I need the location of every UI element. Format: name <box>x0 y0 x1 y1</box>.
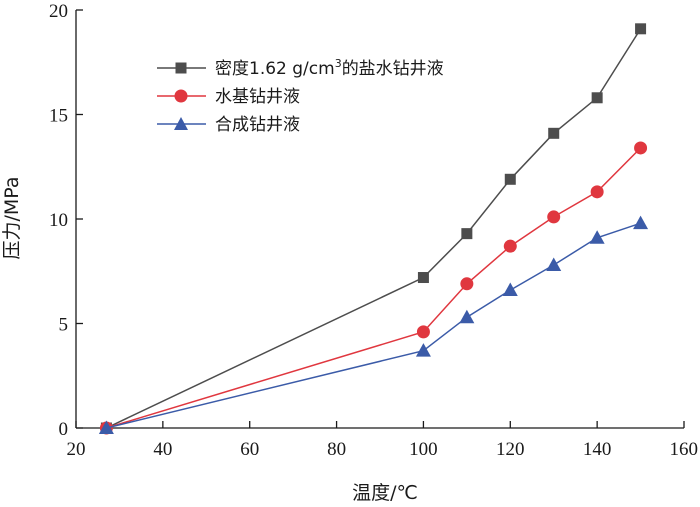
data-point <box>459 309 475 324</box>
series-line-water-based-mud <box>106 147 642 429</box>
legend: 密度1.62 g/cm3的盐水钻井液 水基钻井液 合成钻井液 <box>157 57 444 135</box>
axis-ticks: 0 5 10 15 20 20 40 60 80 100 120 140 160 <box>49 1 698 460</box>
data-point <box>98 420 114 434</box>
data-series <box>98 23 649 435</box>
legend-label-water-based: 水基钻井液 <box>215 87 300 107</box>
x-tick-label: 140 <box>583 439 612 460</box>
legend-item-brine: 密度1.62 g/cm3的盐水钻井液 <box>157 57 444 79</box>
data-point <box>589 230 605 244</box>
legend-square-marker-icon <box>175 62 187 74</box>
x-tick-label: 160 <box>670 439 699 460</box>
data-point <box>417 272 429 284</box>
data-point <box>503 239 517 253</box>
series-synthetic-mud <box>98 215 649 434</box>
legend-label-brine: 密度1.62 g/cm3的盐水钻井液 <box>215 57 444 79</box>
y-tick-label: 5 <box>59 315 69 336</box>
legend-triangle-marker-icon <box>174 117 188 130</box>
x-tick-label: 80 <box>327 439 346 460</box>
x-tick-label: 20 <box>67 439 86 460</box>
data-point <box>635 23 647 35</box>
y-axis-label: 压力/MPa <box>1 176 23 259</box>
data-point <box>415 343 431 357</box>
data-point <box>461 228 473 240</box>
x-tick-label: 100 <box>409 439 438 460</box>
data-point <box>591 92 603 104</box>
data-point <box>590 185 604 199</box>
x-tick-label: 60 <box>240 439 259 460</box>
series-line-synthetic-mud <box>106 222 641 429</box>
data-point <box>502 282 518 297</box>
legend-label-synthetic: 合成钻井液 <box>215 115 300 135</box>
x-tick-label: 120 <box>496 439 525 460</box>
data-point <box>634 141 648 155</box>
x-axis-label: 温度/℃ <box>352 482 418 504</box>
x-tick-label: 40 <box>153 439 172 460</box>
y-tick-label: 0 <box>59 419 69 440</box>
series-brine-mud <box>100 23 647 434</box>
y-tick-label: 10 <box>49 210 68 231</box>
y-tick-label: 15 <box>49 106 68 127</box>
data-point <box>460 277 474 291</box>
series-water-based-mud <box>99 141 648 435</box>
data-point <box>633 215 649 230</box>
y-tick-label: 20 <box>49 1 68 22</box>
data-point <box>504 173 516 185</box>
legend-item-synthetic: 合成钻井液 <box>157 115 300 135</box>
series-line-brine-mud <box>106 28 642 429</box>
data-point <box>548 127 560 139</box>
legend-circle-marker-icon <box>174 89 188 103</box>
legend-item-water-based: 水基钻井液 <box>157 87 300 107</box>
data-point <box>547 210 561 224</box>
data-point <box>546 257 562 271</box>
data-point <box>416 325 430 339</box>
